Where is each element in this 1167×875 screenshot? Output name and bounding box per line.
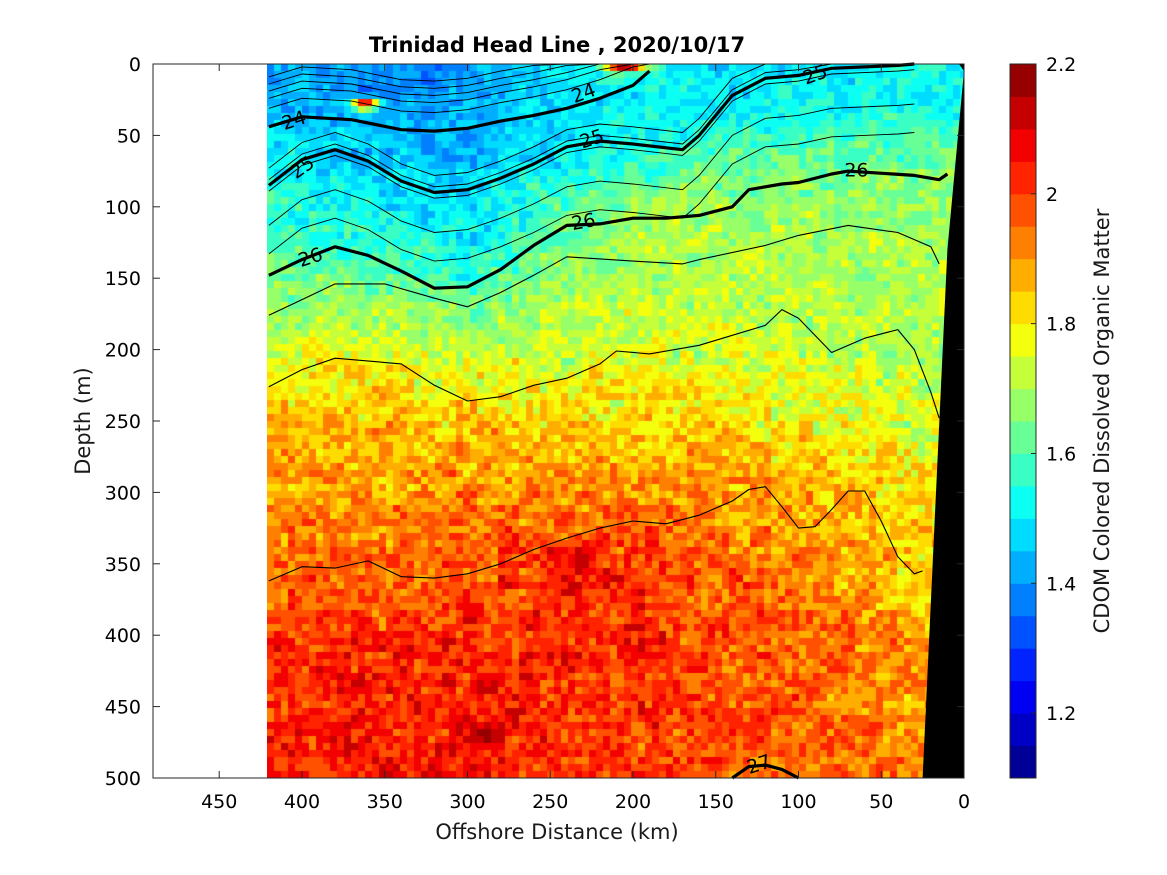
colorbar-swatch <box>1010 421 1036 454</box>
thin-isopycnal <box>268 69 915 199</box>
colorbar-swatch <box>1010 258 1036 292</box>
colorbar-swatch <box>1010 96 1036 130</box>
thin-isopycnal <box>268 103 915 233</box>
isopycnal-26 <box>268 169 949 290</box>
colorbar-swatch <box>1010 615 1036 649</box>
colorbar-swatch <box>1010 550 1036 584</box>
x-tick-label: 100 <box>780 791 816 813</box>
seafloor-bathymetry <box>922 64 964 778</box>
thin-isopycnal <box>268 132 915 262</box>
thin-isopycnal <box>268 63 650 82</box>
colorbar-swatch <box>1010 64 1036 97</box>
isopycnal <box>268 224 940 316</box>
contour-label: 24 <box>569 79 599 108</box>
colorbar-swatch <box>1010 485 1036 519</box>
colorbar-swatch <box>1010 713 1036 747</box>
y-tick-label: 350 <box>105 554 141 576</box>
bathymetry-layer <box>922 64 964 778</box>
y-tick-label: 50 <box>117 125 141 147</box>
colorbar-tick-label: 2.2 <box>1046 54 1076 76</box>
colorbar-frame <box>1009 63 1037 779</box>
x-axis: 450 400 350 300 250 200 150 100 50 0 <box>201 64 970 813</box>
x-tick-label: 150 <box>698 791 734 813</box>
colorbar-swatch <box>1010 388 1036 422</box>
x-axis-title: Offshore Distance (km) <box>435 820 678 844</box>
thin-isopycnal <box>268 63 650 104</box>
colorbar-swatch <box>1010 583 1036 617</box>
colorbar-tick-label: 1.4 <box>1046 573 1076 595</box>
cdom-heatmap <box>267 64 964 778</box>
thin-isopycnal <box>268 63 650 114</box>
colorbar-tick-label: 1.2 <box>1046 703 1076 725</box>
colorbar-swatch <box>1010 193 1036 227</box>
y-tick-label: 200 <box>105 340 141 362</box>
isopycnal <box>268 486 923 582</box>
colorbar-swatch <box>1010 161 1036 195</box>
y-tick-label: 250 <box>105 411 141 433</box>
y-tick-label: 150 <box>105 268 141 290</box>
x-tick-label: 400 <box>284 791 320 813</box>
colorbar-swatch <box>1010 453 1036 487</box>
colorbar-swatch <box>1010 226 1036 260</box>
colorbar-swatch <box>1010 745 1036 779</box>
colorbar-swatch <box>1010 648 1036 682</box>
x-tick-label: 350 <box>367 791 403 813</box>
y-tick-label: 450 <box>105 697 141 719</box>
isopycnal-25 <box>267 62 915 195</box>
x-tick-label: 50 <box>869 791 893 813</box>
y-tick-label: 300 <box>105 482 141 504</box>
colorbar-swatch <box>1010 680 1036 714</box>
y-tick-label: 500 <box>105 768 141 790</box>
isopycnal-27 <box>731 763 800 780</box>
y-tick-label: 0 <box>129 54 141 76</box>
y-axis-title: Depth (m) <box>71 367 95 474</box>
colorbar-tick-label: 1.6 <box>1046 443 1076 465</box>
y-tick-label: 400 <box>105 625 141 647</box>
isopycnal <box>268 309 940 419</box>
colorbar-swatch <box>1010 518 1036 552</box>
colorbar-swatch <box>1010 128 1036 162</box>
y-axis: 0 50 100 150 200 250 300 350 400 450 500 <box>105 54 964 790</box>
colorbar-swatch <box>1010 356 1036 390</box>
colorbar-tick-label: 2 <box>1046 184 1058 206</box>
x-tick-label: 300 <box>449 791 485 813</box>
colorbar-label: CDOM Colored Dissolved Organic Matter <box>1090 208 1114 633</box>
colorbar-swatch <box>1010 291 1036 325</box>
colorbar-tick-label: 1.8 <box>1046 314 1076 336</box>
contour-label: 26 <box>844 160 868 182</box>
x-tick-label: 0 <box>958 791 970 813</box>
colorbar-swatch <box>1010 323 1036 357</box>
contour-label: 26 <box>570 209 598 235</box>
x-tick-label: 450 <box>201 791 237 813</box>
thin-isopycnal <box>268 63 915 188</box>
y-tick-label: 100 <box>105 197 141 219</box>
x-tick-label: 250 <box>532 791 568 813</box>
chart-title: Trinidad Head Line , 2020/10/17 <box>369 33 745 57</box>
isopycnal-24 <box>268 69 651 133</box>
x-tick-label: 200 <box>615 791 651 813</box>
colorbar: 1.2 1.4 1.6 1.8 2 2.2 <box>1009 54 1076 779</box>
